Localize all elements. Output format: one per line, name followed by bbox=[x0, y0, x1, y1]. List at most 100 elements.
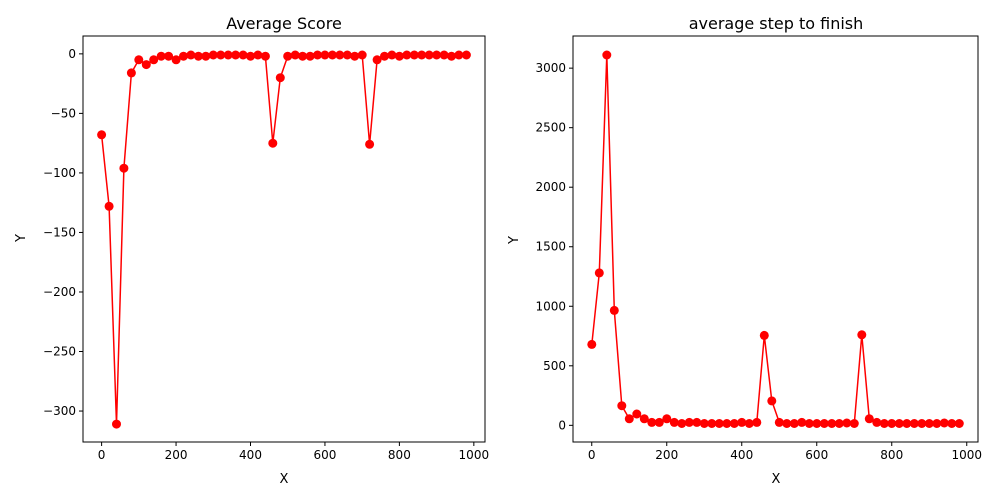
data-point bbox=[350, 51, 360, 61]
data-point bbox=[894, 419, 904, 428]
data-point bbox=[97, 130, 107, 140]
x-tick-label: 400 bbox=[730, 448, 753, 462]
data-point bbox=[424, 50, 434, 60]
data-point bbox=[164, 51, 174, 61]
data-point bbox=[432, 50, 442, 60]
data-point bbox=[932, 419, 942, 428]
data-point bbox=[186, 50, 196, 60]
x-tick-label: 600 bbox=[313, 448, 336, 462]
data-point bbox=[714, 419, 724, 428]
y-tick-label: −250 bbox=[43, 345, 76, 359]
data-point bbox=[357, 50, 367, 60]
x-tick-label: 800 bbox=[880, 448, 903, 462]
data-point bbox=[834, 419, 844, 428]
data-point bbox=[372, 55, 382, 65]
data-point bbox=[231, 50, 241, 60]
x-tick-label: 0 bbox=[98, 448, 106, 462]
data-point bbox=[624, 414, 634, 424]
data-point bbox=[193, 51, 203, 61]
y-tick-label: 1000 bbox=[535, 299, 566, 313]
data-point bbox=[594, 268, 604, 278]
data-point bbox=[744, 419, 754, 428]
data-point bbox=[454, 50, 464, 60]
data-point bbox=[253, 50, 263, 60]
series-line bbox=[100, 54, 467, 425]
data-point bbox=[134, 55, 144, 65]
data-point bbox=[216, 50, 226, 60]
data-point bbox=[699, 419, 709, 428]
data-point bbox=[260, 51, 270, 61]
data-point bbox=[179, 51, 188, 61]
data-point bbox=[298, 51, 308, 61]
data-point bbox=[902, 419, 912, 428]
data-point bbox=[722, 419, 732, 428]
data-point bbox=[647, 417, 657, 427]
data-point bbox=[767, 396, 777, 406]
plot-frame bbox=[82, 35, 486, 443]
data-point bbox=[447, 51, 456, 61]
y-tick-label: 0 bbox=[558, 418, 566, 432]
data-point bbox=[707, 419, 717, 428]
data-point bbox=[327, 50, 337, 60]
data-point bbox=[782, 419, 792, 428]
data-point bbox=[692, 417, 702, 427]
data-point bbox=[402, 50, 412, 60]
data-point bbox=[112, 419, 121, 429]
data-point bbox=[864, 414, 874, 424]
data-point bbox=[238, 50, 248, 60]
data-point bbox=[789, 419, 799, 428]
data-point bbox=[729, 419, 739, 428]
data-point bbox=[684, 417, 694, 427]
data-point bbox=[313, 50, 322, 60]
data-point bbox=[947, 419, 957, 428]
data-point bbox=[879, 419, 889, 428]
chart-average-step-to-finish: average step to finish X Y 0 200 400 600 800… bbox=[507, 14, 982, 487]
y-tick-label: 0 bbox=[68, 47, 76, 61]
data-point bbox=[737, 417, 747, 427]
y-tick-label: 500 bbox=[543, 359, 566, 373]
y-tick-label: −50 bbox=[51, 106, 76, 120]
data-point bbox=[804, 419, 814, 428]
data-point bbox=[609, 305, 619, 315]
data-point bbox=[201, 51, 211, 61]
series-line bbox=[591, 54, 960, 425]
x-tick-label: 1000 bbox=[459, 448, 490, 462]
data-point bbox=[849, 419, 859, 428]
data-point bbox=[119, 163, 129, 173]
data-point bbox=[380, 51, 389, 61]
data-point bbox=[639, 414, 649, 424]
data-point bbox=[602, 50, 612, 60]
data-point bbox=[126, 68, 136, 78]
x-tick-label: 1000 bbox=[951, 448, 982, 462]
data-point bbox=[669, 417, 679, 427]
data-point bbox=[246, 51, 255, 61]
data-point bbox=[887, 419, 897, 428]
data-point bbox=[662, 414, 672, 424]
data-point bbox=[617, 401, 627, 411]
data-point bbox=[171, 55, 181, 65]
data-point bbox=[819, 419, 829, 428]
data-point bbox=[387, 50, 397, 60]
data-point bbox=[208, 50, 218, 60]
data-point bbox=[104, 201, 114, 211]
y-tick-label: −300 bbox=[43, 404, 76, 418]
data-point bbox=[812, 419, 822, 428]
y-tick-label: −150 bbox=[43, 225, 76, 239]
data-point bbox=[654, 417, 664, 427]
data-point bbox=[342, 50, 352, 60]
x-tick-label: 200 bbox=[655, 448, 678, 462]
data-point bbox=[290, 50, 300, 60]
x-tick-label: 0 bbox=[588, 448, 596, 462]
chart-title: Average Score bbox=[226, 14, 342, 33]
data-point bbox=[320, 50, 330, 60]
data-point bbox=[149, 55, 159, 65]
plot-frame bbox=[572, 35, 979, 443]
data-point bbox=[461, 50, 471, 60]
data-point bbox=[917, 419, 927, 428]
data-point bbox=[156, 51, 166, 61]
x-axis-label: X bbox=[772, 472, 781, 487]
data-point bbox=[305, 51, 315, 61]
data-point bbox=[417, 50, 427, 60]
data-point bbox=[409, 50, 419, 60]
chart-title: average step to finish bbox=[689, 14, 864, 33]
